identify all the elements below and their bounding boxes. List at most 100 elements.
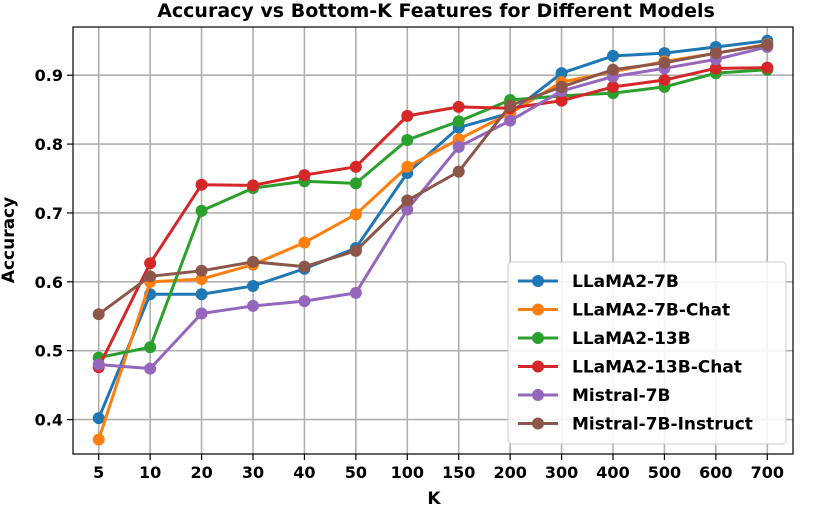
legend-item: LLaMA2-13B-Chat [518,358,742,378]
y-axis-ticks: 0.4 0.5 0.6 0.7 0.8 0.9 [35,66,73,430]
legend-item: Mistral-7B-Instruct [518,415,753,435]
legend-swatch-marker [532,303,544,316]
legend-box [507,261,787,445]
data-point [247,255,259,268]
data-point [401,194,414,207]
x-tick-label: 300 [545,463,578,482]
legend-label: LLaMA2-13B-Chat [572,358,742,378]
data-point [247,179,259,192]
plot-frame [72,26,794,455]
x-tick-label: 5 [93,463,104,482]
data-point [401,109,414,122]
y-tick-label: 0.6 [35,273,63,292]
data-point [298,295,311,308]
data-point [555,80,568,93]
data-point [452,140,465,153]
x-tick-label: 10 [139,463,161,482]
legend-swatch-marker [532,389,544,401]
legend-label: LLaMA2-7B [572,272,679,292]
series-line [97,66,768,368]
legend-item: Mistral-7B [518,386,671,406]
data-point [349,286,362,299]
data-point [298,236,311,249]
data-point [144,341,157,354]
legend-label: LLaMA2-7B-Chat [572,301,730,321]
data-point [195,288,208,301]
data-point [195,273,208,286]
y-tick-label: 0.9 [35,66,63,85]
legend-label: Mistral-7B [572,386,671,406]
series-mistral-7b-instruct [92,38,774,321]
legend-swatch-marker [532,275,544,287]
x-tick-label: 100 [391,463,424,482]
data-point [144,362,157,375]
data-point [195,178,208,191]
data-point [709,62,722,75]
x-tick-label: 200 [493,463,526,482]
data-point [607,49,619,62]
data-point [607,63,619,76]
data-point [555,67,568,80]
data-point [504,114,517,127]
data-point [247,299,259,312]
y-axis-label: Accuracy [0,197,19,283]
x-tick-label: 150 [442,463,475,482]
legend-swatch-marker [532,417,544,430]
data-point [452,115,465,128]
data-point [349,244,362,257]
data-point [761,38,774,51]
y-tick-label: 0.5 [35,342,63,361]
data-point [92,308,105,321]
legend-item: LLaMA2-7B-Chat [518,301,730,321]
x-axis-label: K [427,489,441,509]
series-line [97,39,768,419]
x-tick-label: 400 [596,463,629,482]
y-tick-label: 0.8 [35,135,63,154]
data-point [401,203,414,216]
data-point [195,307,208,320]
data-point [709,47,722,60]
legend-item: LLaMA2-13B [518,329,691,349]
legend-swatch-marker [532,332,544,344]
data-point [92,433,105,446]
data-point [504,99,517,112]
legend-item: LLaMA2-7B [518,272,679,292]
x-tick-label: 500 [648,463,681,482]
data-point [349,177,362,190]
data-point [195,204,208,217]
series-line [98,68,768,360]
x-tick-label: 30 [242,463,264,482]
data-point [401,133,414,146]
data-point [349,208,362,221]
data-point [658,56,671,69]
series-line [98,45,768,371]
data-point [195,264,208,277]
data-point [658,74,671,87]
legend: LLaMA2-7B LLaMA2-7B-Chat LLaMA2-13B LLaMA2-… [507,261,787,445]
data-point [761,61,774,74]
data-point [92,358,105,371]
data-point [144,257,157,270]
legend-swatch-marker [532,360,544,373]
y-tick-label: 0.4 [35,411,63,430]
data-point [401,160,414,173]
data-point [555,94,568,107]
x-axis-ticks: 5 10 20 30 40 50 100 150 200 300 400 500 600 700 [93,454,784,482]
series-layer [92,34,774,446]
x-tick-label: 20 [190,463,212,482]
series-llama2-13b-chat [92,61,774,374]
x-tick-label: 700 [751,463,784,482]
series-line [97,43,768,316]
data-point [144,270,157,283]
data-point [349,160,362,173]
y-tick-label: 0.7 [35,204,63,223]
chart-title: Accuracy vs Bottom-K Features for Differ… [157,0,715,22]
legend-label: LLaMA2-13B [572,329,691,349]
data-point [298,260,311,273]
data-point [658,47,671,60]
x-tick-label: 50 [345,463,367,482]
x-tick-label: 600 [699,463,732,482]
legend-label: Mistral-7B-Instruct [572,415,753,435]
data-point [452,100,465,113]
